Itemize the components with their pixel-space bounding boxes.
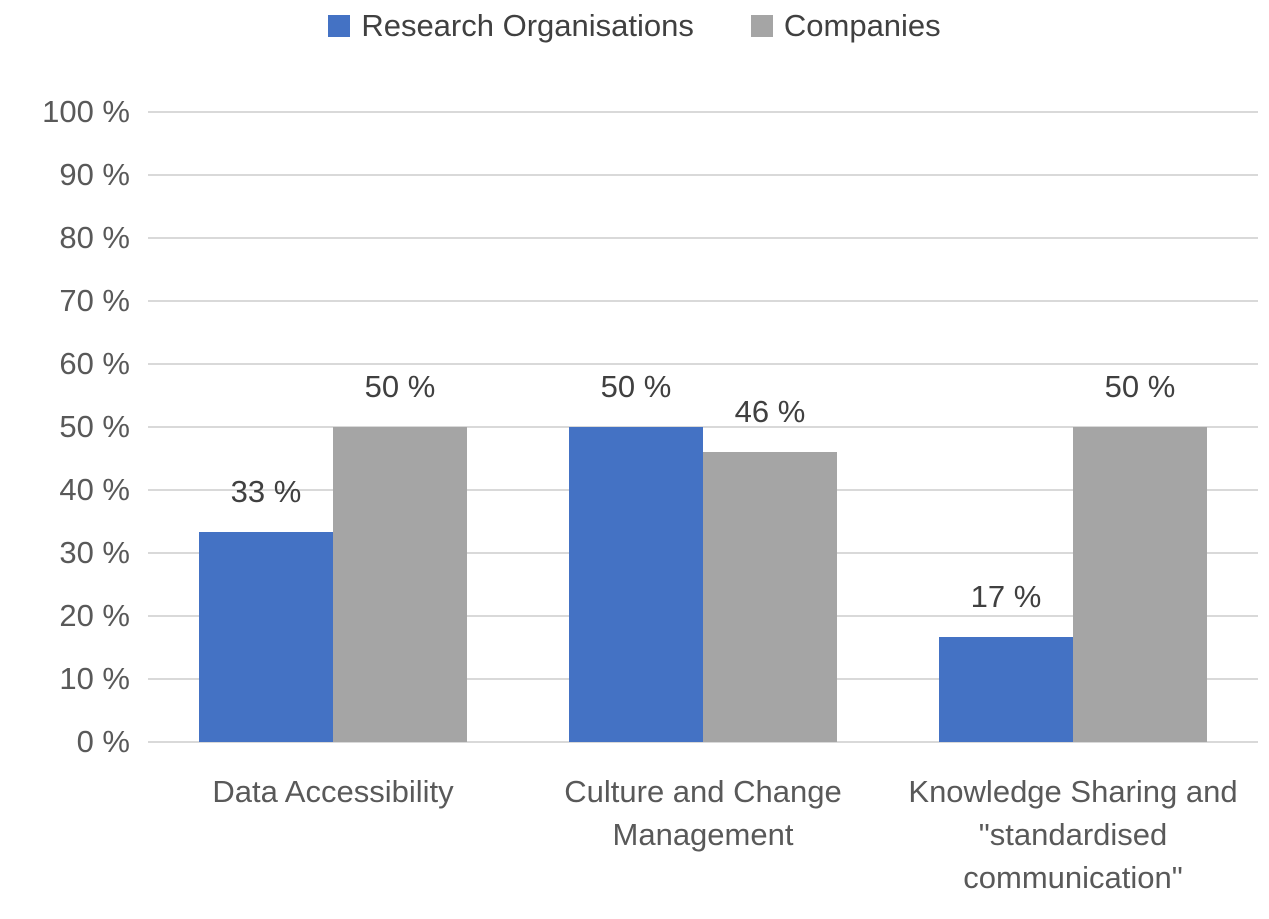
gridline-50 [148, 426, 1258, 428]
legend-label: Research Organisations [361, 8, 694, 43]
data-label: 33 % [230, 474, 302, 509]
bar-companies-0 [333, 427, 467, 742]
bar-companies-1 [703, 452, 837, 742]
gridline-0 [148, 741, 1258, 743]
y-tick-label: 30 % [59, 535, 130, 570]
legend-item-companies: Companies [750, 8, 941, 44]
y-tick-label: 10 % [59, 661, 130, 696]
data-label: 46 % [734, 394, 806, 429]
category-label-0: Data Accessibility [212, 774, 454, 809]
legend-swatch-icon [328, 15, 351, 37]
plot-area [148, 111, 1258, 743]
gridline-90 [148, 174, 1258, 176]
gridline-80 [148, 237, 1258, 239]
category-label-2: Knowledge Sharing and "standardised comm… [908, 774, 1238, 895]
y-tick-label: 100 % [42, 94, 130, 129]
data-label: 50 % [364, 369, 436, 404]
legend-label: Companies [783, 8, 941, 43]
bar-companies-2 [1073, 427, 1207, 742]
bar-research-organisations-0 [199, 532, 333, 742]
data-label: 50 % [1104, 369, 1176, 404]
legend-swatch-icon [750, 15, 773, 37]
y-tick-label: 90 % [59, 157, 130, 192]
data-label: 50 % [600, 369, 672, 404]
legend-item-research-organisations: Research Organisations [328, 8, 694, 44]
chart-legend: Research Organisations Companies [0, 8, 1269, 44]
category-label-1: Culture and Change Management [564, 774, 842, 852]
y-tick-label: 0 % [76, 724, 130, 759]
y-tick-label: 40 % [59, 472, 130, 507]
y-tick-label: 60 % [59, 346, 130, 381]
y-tick-label: 20 % [59, 598, 130, 633]
data-label: 17 % [970, 579, 1042, 614]
gridline-60 [148, 363, 1258, 365]
gridline-100 [148, 111, 1258, 113]
y-tick-label: 80 % [59, 220, 130, 255]
y-tick-label: 70 % [59, 283, 130, 318]
gridline-70 [148, 300, 1258, 302]
y-tick-label: 50 % [59, 409, 130, 444]
bar-research-organisations-2 [939, 637, 1073, 742]
bar-research-organisations-1 [569, 427, 703, 742]
